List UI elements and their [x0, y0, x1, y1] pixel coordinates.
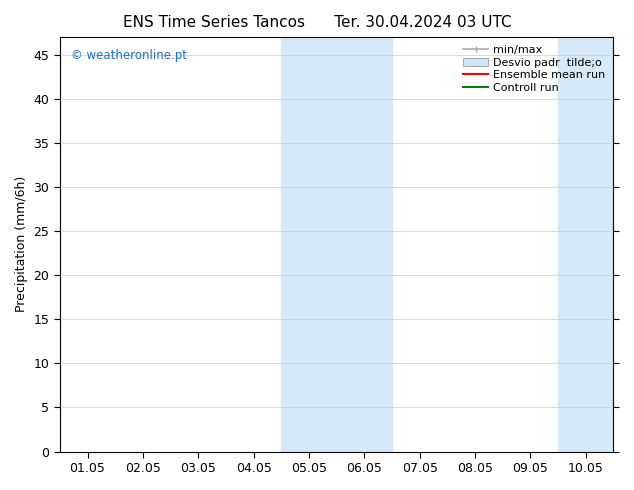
Y-axis label: Precipitation (mm/6h): Precipitation (mm/6h) [15, 176, 28, 313]
Legend: min/max, Desvio padr  tilde;o, Ensemble mean run, Controll run: min/max, Desvio padr tilde;o, Ensemble m… [461, 43, 608, 96]
Bar [281, 37, 392, 452]
Bar [558, 37, 614, 452]
Text: ENS Time Series Tancos      Ter. 30.04.2024 03 UTC: ENS Time Series Tancos Ter. 30.04.2024 0… [123, 15, 511, 30]
Text: © weatheronline.pt: © weatheronline.pt [71, 49, 187, 63]
